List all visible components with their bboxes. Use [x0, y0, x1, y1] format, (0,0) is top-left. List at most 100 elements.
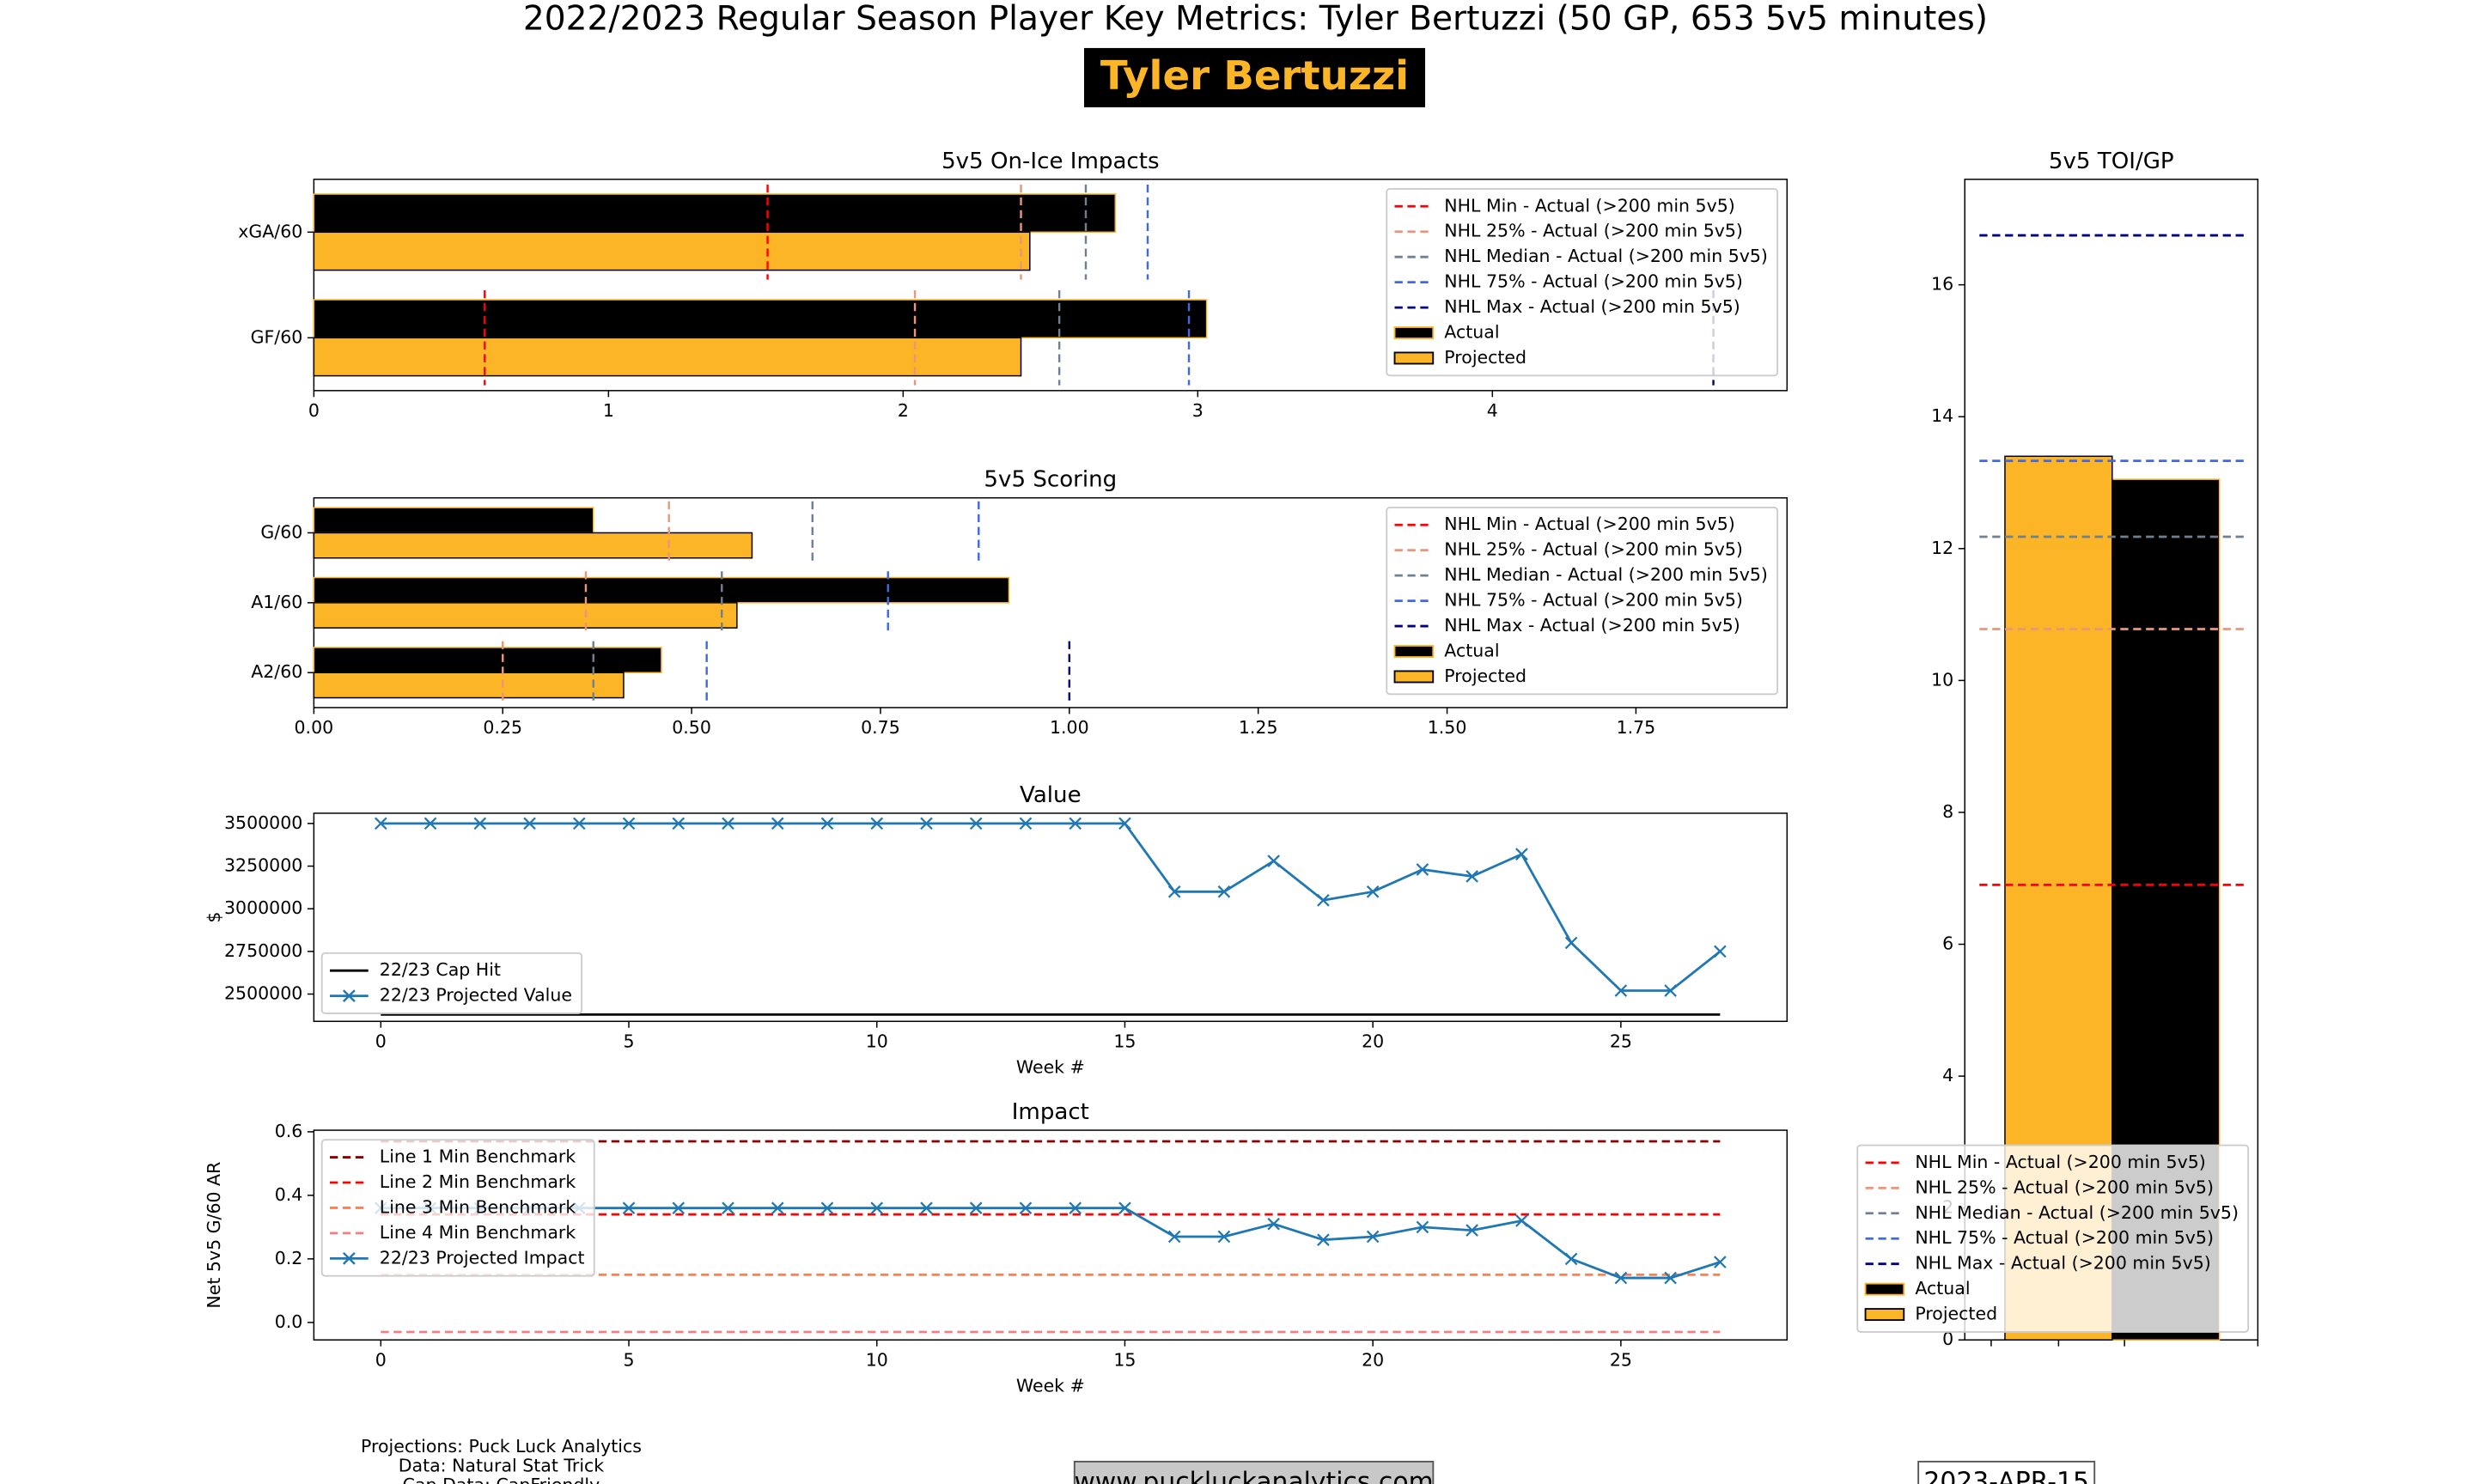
figure-title: 2022/2023 Regular Season Player Key Metr…: [523, 0, 1988, 39]
legend-label: NHL 75% - Actual (>200 min 5v5): [1444, 271, 1743, 292]
legend-label: Projected: [1444, 347, 1526, 368]
marker: [969, 1201, 983, 1215]
axes-frame: [313, 812, 1788, 1023]
legend: NHL Min - Actual (>200 min 5v5) NHL 25% -…: [1386, 188, 1779, 377]
x-tick-label: 20: [1362, 1349, 1384, 1370]
marker: [920, 1201, 933, 1215]
x-tick-label: 10: [866, 1349, 888, 1370]
y-tick-label: GF/60: [251, 326, 303, 347]
legend-label: Actual: [1444, 322, 1499, 343]
legend: NHL Min - Actual (>200 min 5v5) NHL 25% -…: [1386, 506, 1779, 696]
legend-label: NHL Min - Actual (>200 min 5v5): [1915, 1152, 2205, 1172]
legend-label: 22/23 Projected Impact: [380, 1247, 585, 1268]
bar: [313, 647, 662, 673]
marker: [1167, 1230, 1181, 1244]
y-tick-label: 3000000: [224, 897, 302, 918]
legend-marker: [342, 989, 356, 1003]
marker: [1366, 885, 1380, 898]
marker: [1267, 855, 1280, 867]
marker: [1614, 1271, 1628, 1285]
x-tick-label: 1.50: [1428, 717, 1467, 738]
legend-swatch: [1393, 326, 1435, 339]
x-tick-label: 25: [1610, 1349, 1632, 1370]
marker: [1317, 893, 1330, 907]
legend-label: 22/23 Projected Value: [380, 985, 572, 1006]
y-tick-label: 3250000: [224, 855, 302, 876]
bar: [313, 231, 1031, 271]
marker: [1019, 1201, 1033, 1215]
website-box: [1073, 1460, 1435, 1484]
marker: [424, 817, 437, 830]
marker: [1664, 984, 1677, 997]
x-tick-label: 20: [1362, 1031, 1384, 1052]
y-tick-label: 3500000: [224, 812, 302, 833]
y-tick-label: 4: [1942, 1065, 1953, 1086]
marker: [1466, 870, 1478, 883]
legend-label: NHL Max - Actual (>200 min 5v5): [1444, 615, 1740, 636]
legend-frame: [320, 952, 583, 1014]
axes-title: 5v5 Scoring: [984, 467, 1117, 493]
legend-label: Actual: [1915, 1278, 1970, 1298]
legend-swatch: [1393, 670, 1435, 684]
legend-label: NHL 25% - Actual (>200 min 5v5): [1444, 539, 1743, 560]
legend-frame: [1856, 1144, 2250, 1333]
axes-title: 5v5 TOI/GP: [2049, 149, 2174, 174]
player-name: Tyler Bertuzzi: [1100, 52, 1409, 99]
y-tick-label: xGA/60: [238, 221, 302, 241]
axes-frame: [313, 179, 1788, 392]
marker: [1267, 1217, 1280, 1231]
x-tick-label: 1: [603, 400, 614, 421]
x-axis-label: Week #: [1016, 1375, 1085, 1396]
legend-label: 22/23 Cap Hit: [380, 959, 501, 980]
x-tick-label: 4: [1487, 400, 1498, 421]
axes-title: Value: [1020, 782, 1082, 808]
legend-label: Projected: [1915, 1304, 1997, 1324]
bar: [313, 299, 1208, 339]
marker: [771, 817, 784, 830]
marker: [473, 817, 487, 830]
marker: [1564, 1252, 1578, 1266]
marker: [1564, 936, 1578, 950]
legend-frame: [320, 1139, 595, 1277]
marker: [1317, 1233, 1330, 1247]
y-tick-label: 0.4: [275, 1184, 303, 1205]
x-tick-label: 0: [375, 1031, 387, 1052]
y-axis-label: $: [204, 912, 224, 923]
axes-frame: [313, 1129, 1788, 1341]
x-tick-label: 0.75: [861, 717, 900, 738]
marker: [1614, 984, 1628, 997]
marker: [1069, 817, 1082, 830]
legend-swatch: [1864, 1308, 1905, 1322]
x-tick-label: 1.25: [1239, 717, 1278, 738]
date-box: [1917, 1460, 2096, 1484]
legend-label: NHL Min - Actual (>200 min 5v5): [1444, 195, 1734, 216]
marker: [1416, 1220, 1429, 1234]
y-tick-label: A2/60: [251, 661, 302, 682]
marker: [572, 817, 586, 830]
legend-label: Line 1 Min Benchmark: [380, 1146, 576, 1167]
marker: [1664, 1271, 1677, 1285]
legend-label: NHL Median - Actual (>200 min 5v5): [1444, 564, 1768, 585]
marker: [1019, 817, 1033, 830]
legend-swatch: [1393, 645, 1435, 658]
legend-label: NHL 75% - Actual (>200 min 5v5): [1444, 590, 1743, 611]
x-tick-label: 15: [1113, 1031, 1136, 1052]
x-tick-label: 3: [1192, 400, 1203, 421]
legend: 22/23 Cap Hit 22/23 Projected Value: [320, 952, 583, 1014]
marker: [622, 817, 636, 830]
legend-label: NHL Min - Actual (>200 min 5v5): [1444, 514, 1734, 534]
x-axis-label: Week #: [1016, 1056, 1085, 1077]
legend-frame: [1386, 188, 1779, 377]
marker: [870, 817, 884, 830]
y-tick-label: 0: [1942, 1329, 1953, 1349]
y-tick-label: 14: [1931, 405, 1953, 426]
legend-label: NHL Median - Actual (>200 min 5v5): [1444, 246, 1768, 266]
legend-swatch: [1393, 351, 1435, 365]
x-tick-label: 1.75: [1617, 717, 1656, 738]
legend-label: Line 4 Min Benchmark: [380, 1222, 576, 1243]
x-tick-label: 0.25: [483, 717, 522, 738]
marker: [722, 817, 734, 830]
y-tick-label: 0.0: [275, 1311, 303, 1332]
credit: Cap Data: CapFriendly: [403, 1475, 600, 1484]
